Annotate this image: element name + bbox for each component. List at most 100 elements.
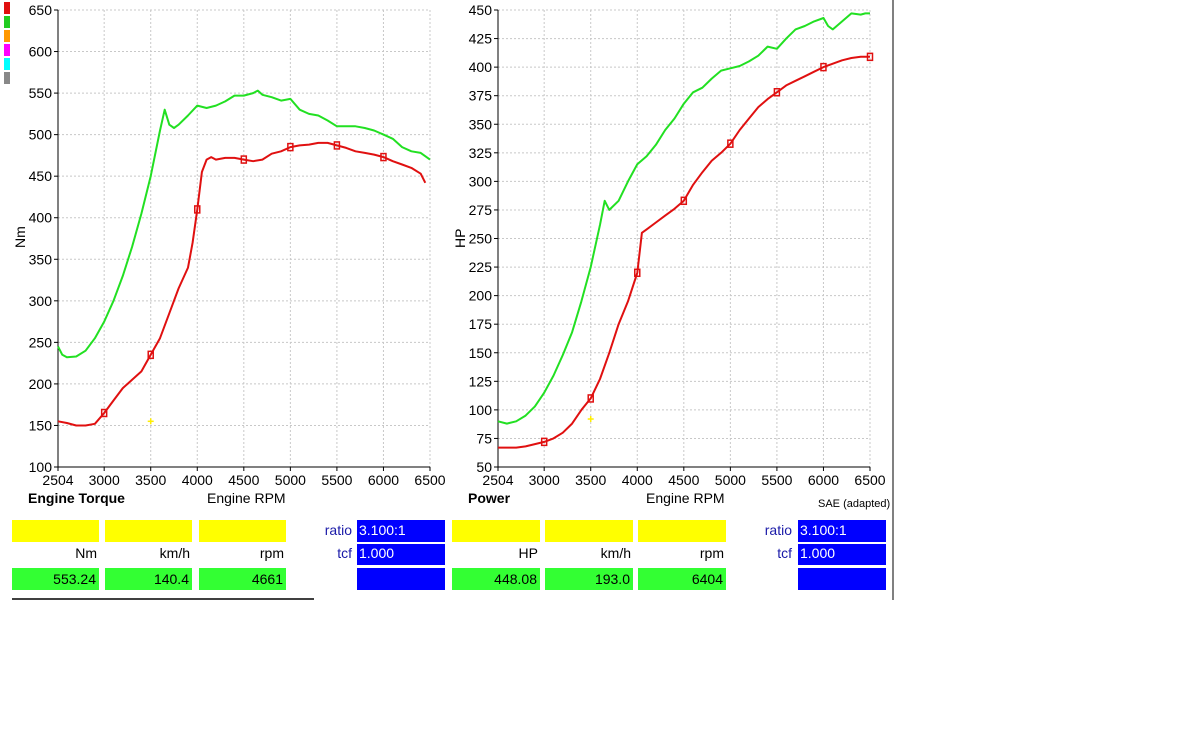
ratio-value: 3.100:1	[800, 522, 847, 538]
power-chart-title: Power	[468, 490, 511, 506]
x-tick-label: 4500	[668, 472, 699, 488]
y-tick-label: 400	[469, 59, 493, 75]
readout-value-box	[199, 568, 286, 590]
power-y-axis-label: HP	[452, 229, 468, 248]
x-tick-label: 3000	[529, 472, 560, 488]
x-tick-label: 5500	[321, 472, 352, 488]
ratio-value: 3.100:1	[359, 522, 406, 538]
series-point-marker	[380, 152, 387, 162]
series-line-green	[57, 89, 431, 359]
series-point-marker	[773, 88, 781, 97]
x-tick-label: 3000	[89, 472, 120, 488]
series-point-marker	[240, 155, 248, 164]
readout-yellow-box	[452, 520, 540, 542]
readout-yellow-box	[545, 520, 633, 542]
blank-blue-box	[357, 568, 445, 590]
series-point-marker	[587, 394, 594, 403]
series-point-marker	[194, 205, 201, 214]
x-tick-label: 4000	[622, 472, 653, 488]
tcf-value: 1.000	[800, 545, 835, 561]
tcf-box	[798, 544, 886, 565]
readout-value-power: 448.08	[494, 571, 537, 587]
torque-x-axis-label: Engine RPM	[207, 490, 286, 506]
y-tick-label: 450	[469, 2, 493, 18]
y-tick-label: 125	[469, 373, 493, 389]
x-tick-label: 6000	[808, 472, 839, 488]
y-tick-label: 225	[469, 259, 493, 275]
readout-value-box	[638, 568, 726, 590]
legend-swatch	[4, 44, 10, 56]
readout-value-box	[12, 568, 99, 590]
readout-unit-speed: km/h	[160, 545, 190, 561]
readout-value-rpm: 6404	[692, 571, 723, 587]
series-point-marker	[727, 139, 734, 148]
readout-unit-torque: Nm	[75, 545, 97, 561]
series-point-marker	[100, 408, 108, 418]
readout-yellow-box	[105, 520, 192, 542]
series-point-marker	[540, 437, 548, 447]
series-line-red	[498, 55, 870, 449]
readout-unit-rpm: rpm	[260, 545, 284, 561]
legend-swatches	[4, 2, 10, 84]
x-tick-label: 5000	[275, 472, 306, 488]
series-line-red	[57, 141, 427, 427]
power-chart: 2504 3000 3500 4000 4500 5000 5500 6000 6500 50 75…	[469, 2, 886, 488]
ratio-box	[798, 520, 886, 542]
tcf-label: tcf	[337, 545, 352, 561]
legend-swatch	[4, 72, 10, 84]
x-tick-label: 4500	[228, 472, 259, 488]
y-tick-label: 450	[29, 168, 53, 184]
torque-chart: 2504 3000 3500 4000 4500 5000 5500 6000 6500 100 1…	[29, 2, 446, 488]
ratio-box	[357, 520, 445, 542]
readout-unit-power: HP	[519, 545, 538, 561]
y-tick-label: 175	[469, 316, 493, 332]
y-tick-label: 500	[29, 127, 53, 143]
legend-swatch	[4, 30, 10, 42]
series-point-marker	[866, 52, 874, 62]
x-tick-label: 6000	[368, 472, 399, 488]
x-tick-label: 2504	[482, 472, 513, 488]
x-tick-label: 5500	[761, 472, 792, 488]
readout-right: HP km/h rpm 448.08 193.0 6404 ratio tcf …	[452, 520, 886, 590]
series-point-marker	[287, 142, 294, 152]
y-tick-label: 275	[469, 202, 493, 218]
readout-value-torque: 553.24	[53, 571, 96, 587]
tcf-label: tcf	[777, 545, 792, 561]
y-tick-label: 350	[29, 251, 53, 267]
readout-value-speed: 193.0	[595, 571, 630, 587]
y-tick-label: 100	[469, 402, 493, 418]
readout-value-box	[545, 568, 633, 590]
y-tick-label: 600	[29, 44, 53, 60]
y-tick-label: 375	[469, 88, 493, 104]
power-x-axis-label: Engine RPM	[646, 490, 725, 506]
legend-swatch	[4, 58, 10, 70]
y-tick-label: 250	[469, 231, 493, 247]
readout-unit-speed: km/h	[601, 545, 631, 561]
readout-yellow-box	[12, 520, 99, 542]
ratio-label: ratio	[765, 522, 792, 538]
series-point-marker	[333, 141, 341, 150]
x-tick-label: 5000	[715, 472, 746, 488]
readout-value-box	[105, 568, 192, 590]
series-point-marker	[820, 62, 827, 72]
y-tick-label: 325	[469, 145, 493, 161]
legend-swatch	[4, 16, 10, 28]
y-tick-label: 300	[469, 173, 493, 189]
ratio-label: ratio	[325, 522, 352, 538]
tcf-box	[357, 544, 445, 565]
x-tick-label: 4000	[182, 472, 213, 488]
series-point-marker	[634, 268, 641, 278]
y-tick-label: 100	[29, 459, 53, 475]
readout-value-box	[452, 568, 540, 590]
x-tick-label: 3500	[575, 472, 606, 488]
power-note: SAE (adapted)	[818, 498, 890, 510]
y-tick-label: 300	[29, 293, 53, 309]
series-line-green	[497, 12, 870, 425]
x-tick-label: 6500	[854, 472, 885, 488]
readout-left: Nm km/h rpm 553.24 140.4 4661 ratio tcf …	[12, 520, 445, 600]
y-tick-label: 75	[476, 430, 492, 446]
x-tick-label: 3500	[135, 472, 166, 488]
blank-blue-box	[798, 568, 886, 590]
y-tick-label: 550	[29, 85, 53, 101]
